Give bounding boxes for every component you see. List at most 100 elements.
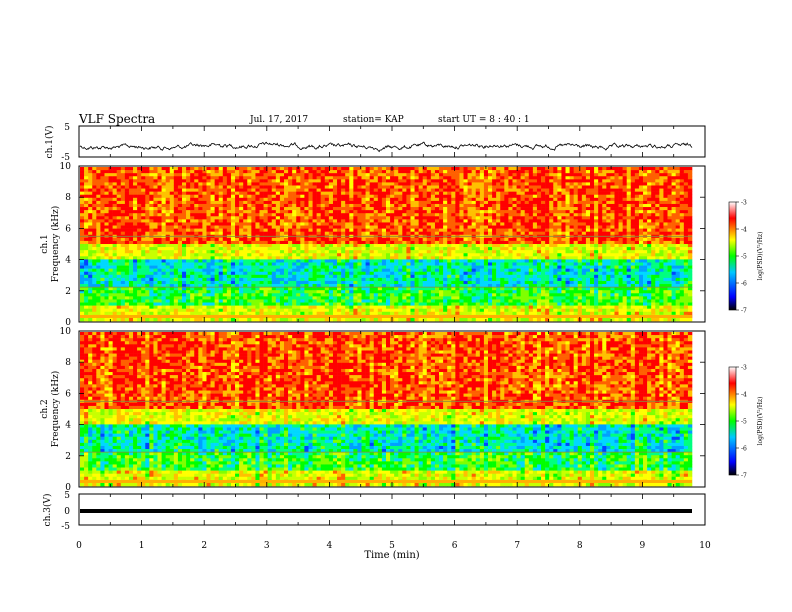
spectrogram-cell [251, 253, 256, 257]
spectrogram-cell [210, 237, 215, 242]
spectrogram-cell [84, 247, 89, 251]
spectrogram-cell [353, 277, 358, 282]
spectrogram-cell [275, 179, 281, 183]
spectrogram-cell [284, 191, 289, 196]
spectrogram-cell [194, 305, 199, 309]
spectrogram-cell [328, 173, 334, 177]
spectrogram-cell [206, 194, 211, 199]
spectrogram-cell [377, 228, 383, 232]
spectrogram-cell [149, 271, 154, 276]
spectrogram-cell [324, 250, 330, 254]
spectrogram-cell [418, 173, 424, 177]
spectrogram-cell [222, 213, 228, 217]
spectrogram-cell [471, 173, 477, 177]
spectrogram-cell [104, 277, 109, 282]
spectrogram-cell [288, 259, 293, 263]
spectrogram-cell [267, 274, 273, 279]
spectrogram-cell [243, 170, 248, 174]
spectrogram-cell [169, 265, 175, 269]
spectrogram-cell [381, 200, 387, 205]
spectrogram-cell [324, 271, 330, 276]
spectrogram-cell [255, 240, 260, 245]
spectrogram-cell [430, 271, 436, 276]
spectrogram-cell [369, 308, 375, 313]
spectrogram-cell [271, 308, 277, 313]
spectrogram-cell [300, 207, 305, 211]
spectrogram-cell [153, 299, 158, 303]
spectrogram-cell [459, 253, 464, 257]
spectrogram-cell [455, 244, 460, 248]
spectrogram-cell [206, 203, 211, 208]
spectrogram-cell [80, 191, 85, 196]
spectrogram-cell [475, 197, 481, 202]
spectrogram-cell [390, 290, 395, 294]
spectrogram-cell [112, 293, 118, 297]
spectrogram-cell [190, 296, 195, 300]
spectrogram-cell [247, 231, 252, 236]
spectrogram-cell [222, 225, 228, 229]
spectrogram-cell [226, 210, 232, 214]
spectrogram-cell [320, 167, 326, 171]
spectrogram-cell [479, 293, 485, 297]
ch1-waveform-line [79, 141, 693, 153]
spectrogram-cell [120, 219, 126, 223]
spectrogram-cell [467, 253, 472, 257]
spectrogram-cell [398, 244, 403, 248]
spectrogram-cell [316, 207, 322, 211]
spectrogram-cell [173, 197, 179, 202]
spectrogram-cell [430, 179, 436, 183]
spectrogram-cell [275, 231, 281, 236]
spectrogram-cell [451, 231, 456, 236]
spectrogram-cell [100, 293, 105, 297]
spectrogram-cell [186, 274, 191, 279]
spectrogram-cell [149, 256, 154, 260]
spectrogram-cell [369, 173, 375, 177]
spectrogram-cell [365, 277, 370, 282]
spectrogram-cell [304, 293, 309, 297]
spectrogram-cell [275, 305, 281, 309]
spectrogram-cell [84, 290, 89, 294]
spectrogram-cell [182, 170, 187, 174]
spectrogram-cell [467, 228, 472, 232]
spectrogram-cell [434, 268, 440, 273]
spectrogram-cell [284, 265, 289, 269]
spectrogram-cell [471, 308, 477, 313]
spectrogram-cell [243, 197, 248, 202]
spectrogram-cell [447, 308, 452, 313]
spectrogram-cell [451, 299, 456, 303]
spectrogram-cell [80, 197, 85, 202]
spectrogram-cell [406, 188, 411, 192]
spectrogram-cell [373, 250, 379, 254]
spectrogram-cell [165, 311, 171, 316]
spectrogram-cell [80, 237, 85, 242]
spectrogram-cell [349, 167, 354, 171]
spectrogram-cell [451, 274, 456, 279]
spectrogram-cell [120, 185, 126, 189]
spectrogram-cell [247, 305, 252, 309]
spectrogram-cell [451, 290, 456, 294]
spectrogram-cell [332, 203, 338, 208]
spectrogram-cell [410, 284, 415, 288]
spectrogram-cell [210, 287, 215, 291]
spectrogram-cell [226, 293, 232, 297]
spectrogram-cell [259, 293, 264, 297]
spectrogram-cell [434, 262, 440, 266]
spectrogram-cell [455, 247, 460, 251]
spectrogram-cell [251, 167, 256, 171]
spectrogram-cell [206, 213, 211, 217]
spectrogram-cell [186, 170, 191, 174]
spectrogram-cell [386, 277, 391, 282]
spectrogram-cell [190, 191, 195, 196]
spectrogram-cell [235, 222, 240, 226]
spectrogram-cell [443, 256, 448, 260]
spectrogram-cell [345, 207, 350, 211]
spectrogram-cell [332, 182, 338, 186]
spectrogram-cell [230, 219, 236, 223]
spectrogram-cell [235, 308, 240, 313]
spectrogram-cell [230, 287, 236, 291]
spectrogram-cell [377, 277, 383, 282]
spectrogram-cell [247, 197, 252, 202]
spectrogram-cell [80, 173, 85, 177]
spectrogram-cell [120, 203, 126, 208]
spectrogram-cell [202, 213, 207, 217]
